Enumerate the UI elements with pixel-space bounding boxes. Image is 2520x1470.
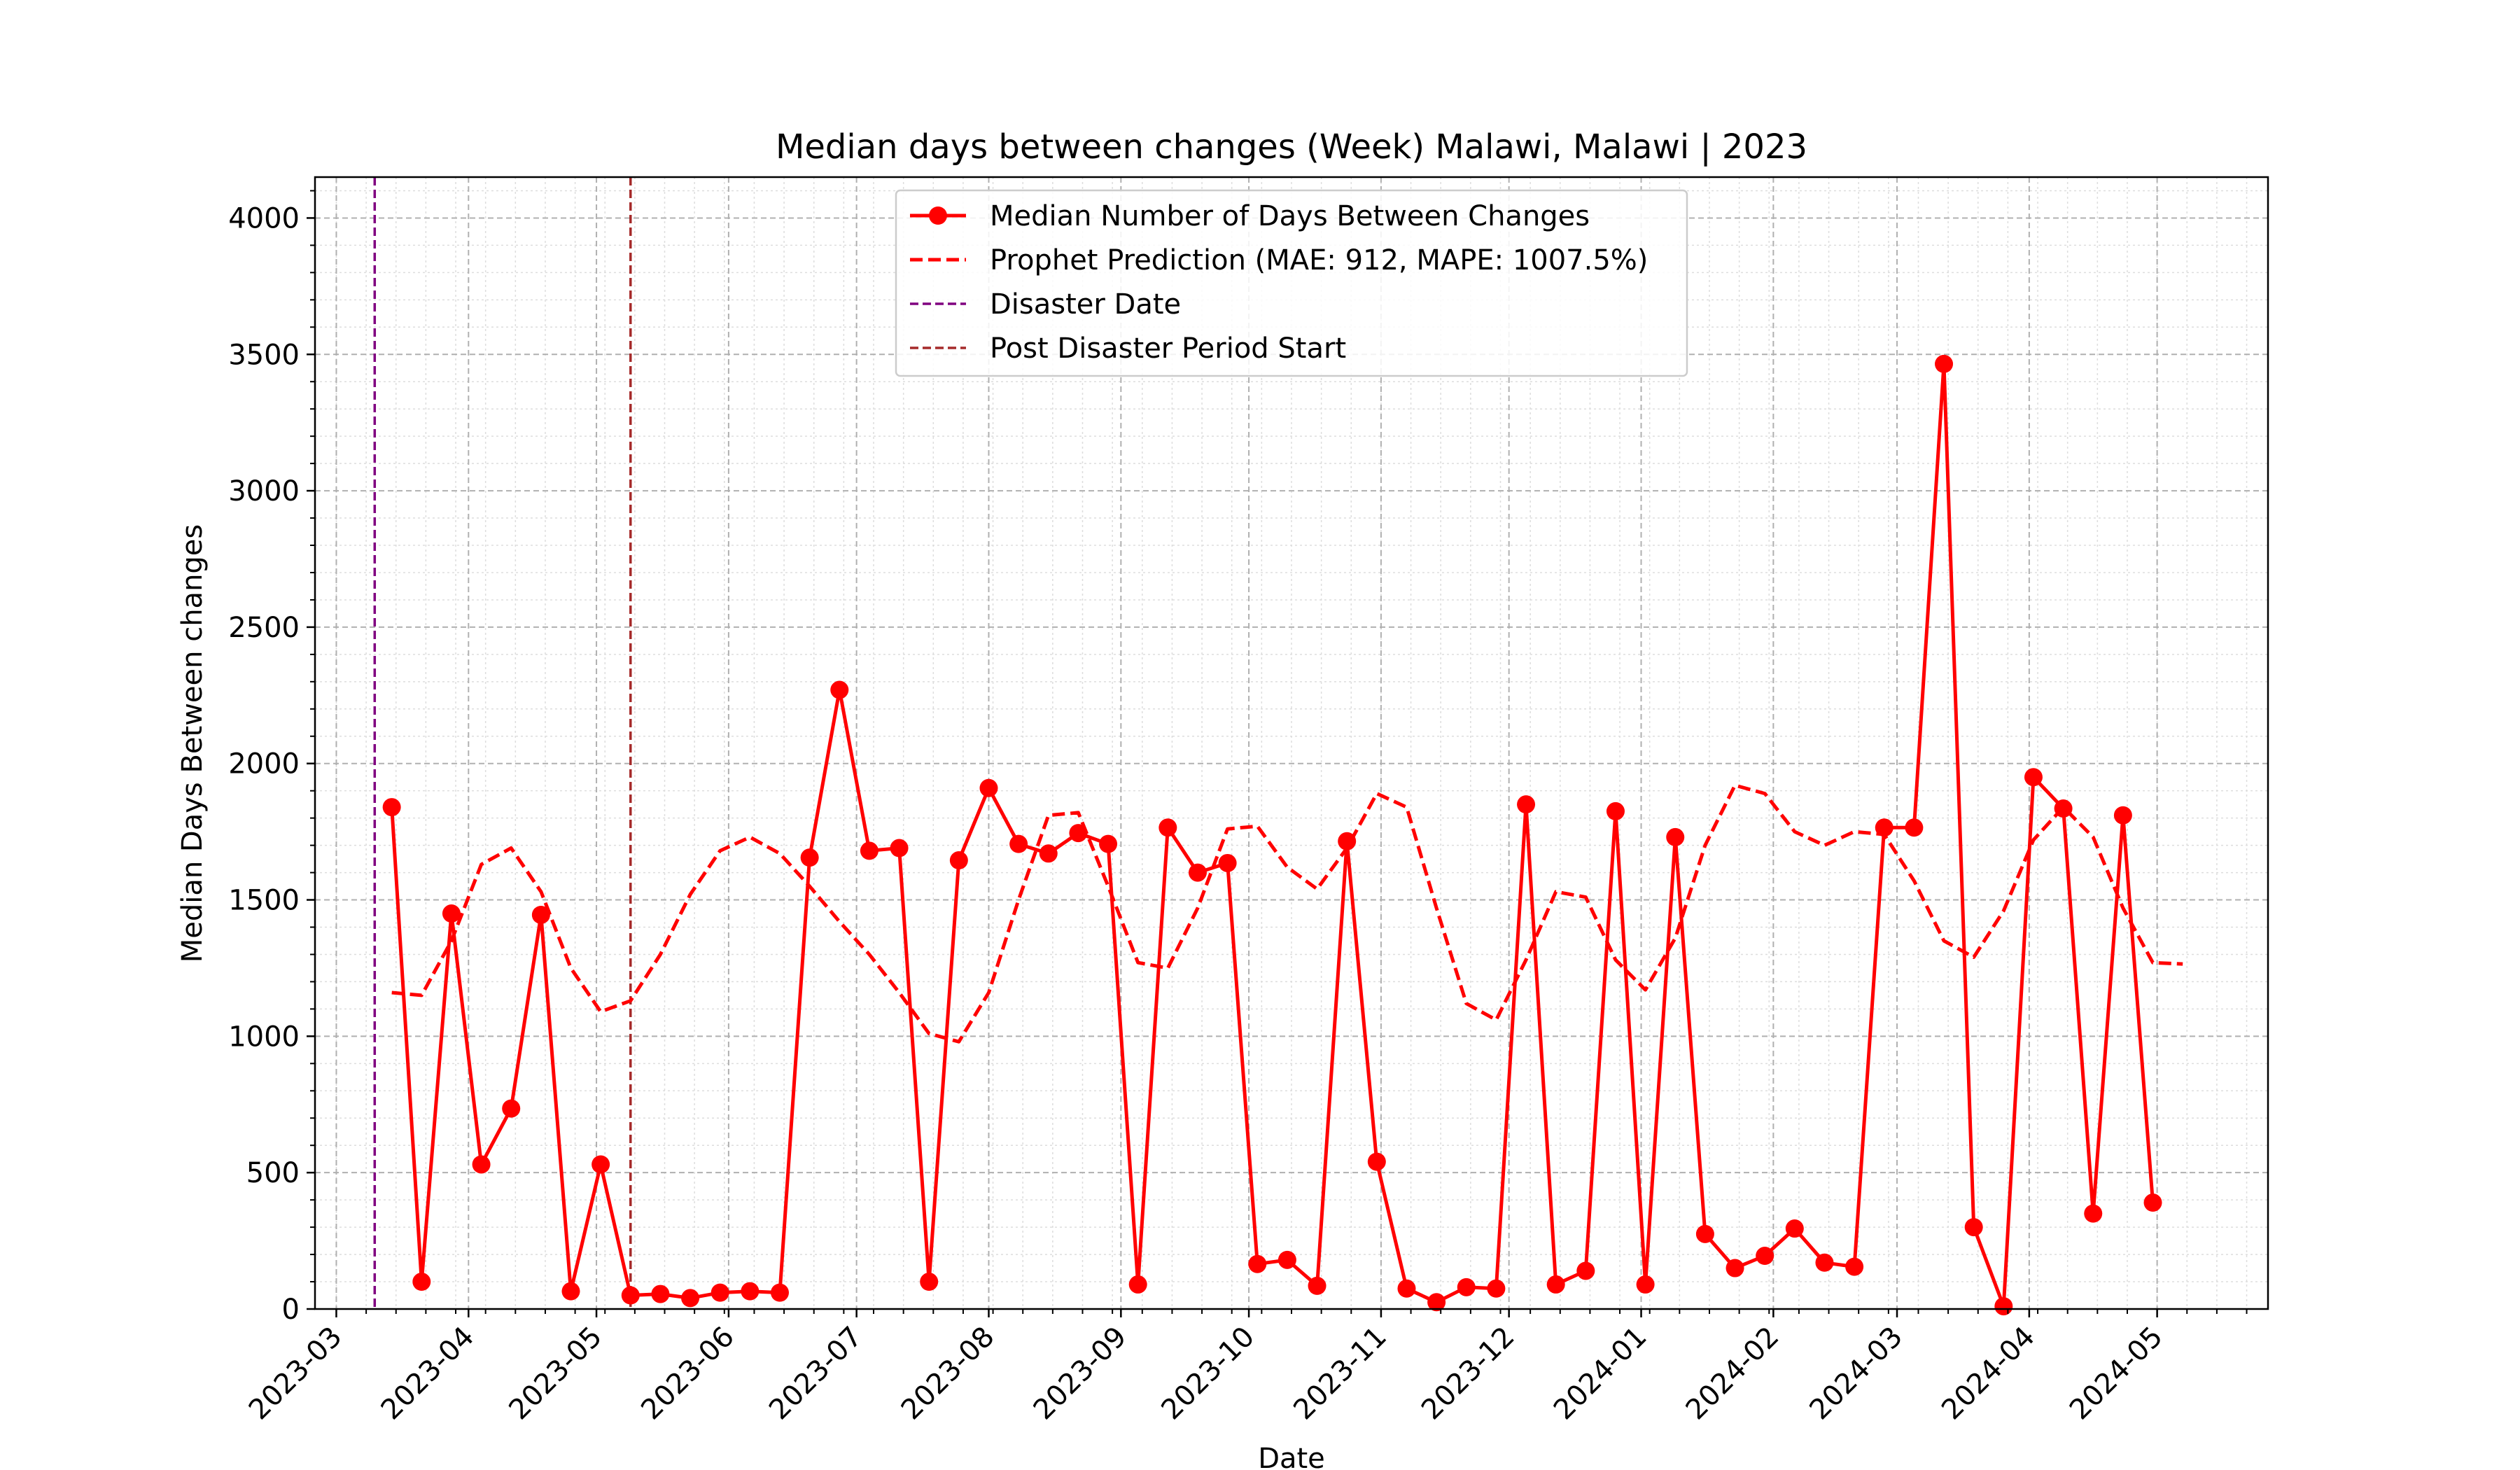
chart-title: Median days between changes (Week) Malaw… <box>776 127 1807 167</box>
data-point <box>800 848 819 867</box>
data-point <box>1695 1224 1714 1243</box>
data-point <box>1726 1259 1744 1278</box>
data-point <box>1576 1261 1595 1280</box>
y-tick-label: 2500 <box>228 612 300 644</box>
data-point <box>741 1282 760 1301</box>
data-point <box>710 1283 729 1302</box>
data-point <box>1994 1297 2013 1316</box>
data-point <box>592 1155 610 1174</box>
data-point <box>1427 1293 1446 1312</box>
data-point <box>1487 1279 1506 1298</box>
y-tick-label: 3000 <box>228 475 300 507</box>
data-point <box>412 1273 431 1292</box>
data-point <box>1666 827 1685 846</box>
data-point <box>1308 1276 1326 1295</box>
data-point <box>1128 1275 1147 1294</box>
data-point <box>1935 354 1954 373</box>
data-point <box>1875 818 1893 837</box>
legend-label-prediction: Prophet Prediction (MAE: 912, MAPE: 1007… <box>990 244 1648 276</box>
legend-label-post-disaster: Post Disaster Period Start <box>990 332 1346 365</box>
data-point <box>1546 1275 1565 1294</box>
data-point <box>1188 863 1207 882</box>
y-tick-label: 4000 <box>228 202 300 234</box>
data-point <box>1367 1152 1386 1171</box>
data-point <box>1397 1279 1416 1298</box>
data-point <box>830 680 849 699</box>
legend-label-disaster-date: Disaster Date <box>990 288 1181 321</box>
data-point <box>1517 795 1536 814</box>
data-point <box>1009 834 1028 853</box>
x-axis-label: Date <box>1258 1443 1325 1470</box>
legend-label-observed: Median Number of Days Between Changes <box>990 200 1590 232</box>
legend-entry-observed: Median Number of Days Between Changes <box>910 200 1590 232</box>
legend-entry-prediction: Prophet Prediction (MAE: 912, MAPE: 1007… <box>910 244 1648 276</box>
data-point <box>890 839 909 858</box>
data-point <box>531 905 550 924</box>
data-point <box>2084 1204 2103 1223</box>
data-point <box>442 904 461 923</box>
data-point <box>1248 1254 1267 1273</box>
data-point <box>651 1284 670 1303</box>
data-point <box>860 841 878 860</box>
data-point <box>1905 818 1924 837</box>
data-point <box>1158 818 1177 837</box>
y-axis-label: Median Days Between changes <box>176 524 209 963</box>
series-prediction-line <box>391 783 2183 1044</box>
data-point <box>1756 1247 1774 1266</box>
data-point <box>979 778 998 797</box>
legend-entry-post-disaster: Post Disaster Period Start <box>910 332 1346 365</box>
data-point <box>1845 1257 1864 1276</box>
y-tick-label: 3500 <box>228 339 300 371</box>
y-tick-label: 1000 <box>228 1021 300 1053</box>
data-point <box>920 1273 939 1292</box>
y-tick-label: 0 <box>282 1294 300 1326</box>
data-point <box>1039 844 1058 863</box>
y-tick-label: 2000 <box>228 748 300 780</box>
data-point <box>1785 1219 1804 1238</box>
data-point <box>1218 853 1237 872</box>
series-layer <box>382 354 2183 1316</box>
data-point <box>949 851 968 870</box>
data-point <box>1636 1275 1655 1294</box>
data-point <box>770 1283 789 1302</box>
data-point <box>1606 802 1625 820</box>
data-point <box>621 1286 640 1305</box>
legend: Median Number of Days Between Changes Pr… <box>895 189 1688 377</box>
data-point <box>561 1282 580 1301</box>
y-tick-label: 500 <box>246 1157 300 1189</box>
data-point <box>502 1099 521 1118</box>
data-point <box>382 798 401 817</box>
data-point <box>472 1155 491 1174</box>
data-point <box>2024 768 2043 787</box>
data-point <box>2113 806 2132 825</box>
legend-entry-disaster-date: Disaster Date <box>910 288 1181 321</box>
data-point <box>681 1289 700 1308</box>
y-tick-label: 1500 <box>228 885 300 917</box>
legend-marker-observed <box>929 206 947 225</box>
data-point <box>1099 834 1118 853</box>
data-point <box>2143 1194 2162 1212</box>
data-point <box>1815 1253 1834 1272</box>
data-point <box>1278 1250 1296 1269</box>
data-point <box>1964 1218 1983 1237</box>
legend-box <box>895 189 1688 377</box>
data-point <box>1457 1278 1476 1296</box>
